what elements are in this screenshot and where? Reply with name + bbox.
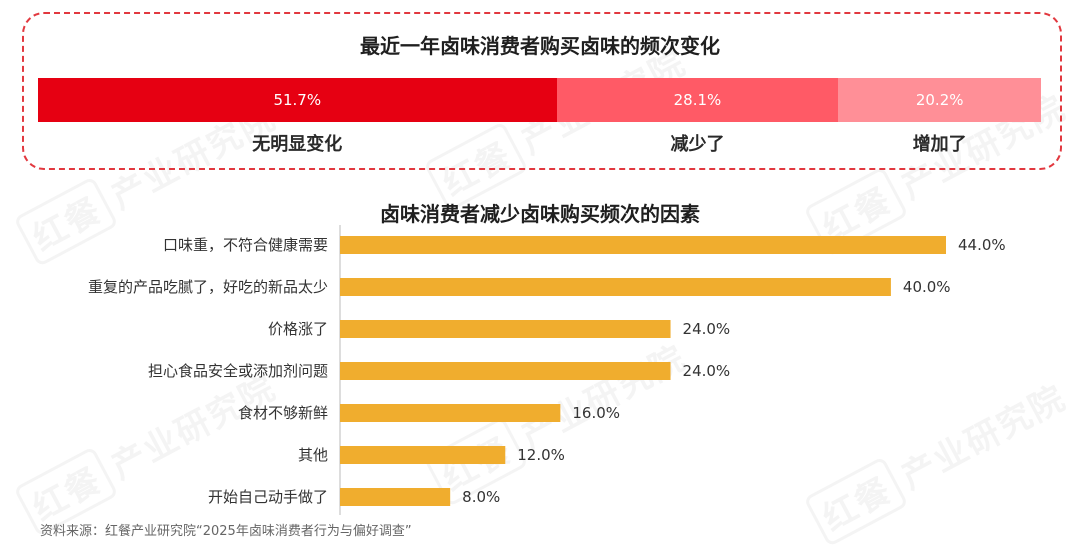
- bar: [340, 320, 671, 338]
- category-label: 其他: [298, 446, 328, 464]
- stacked-segment: 28.1%: [556, 78, 839, 122]
- category-label: 口味重，不符合健康需要: [163, 236, 328, 254]
- stacked-category-label: 增加了: [912, 134, 967, 155]
- stacked-segment: 51.7%: [38, 78, 557, 122]
- top-chart-frame: [22, 12, 1062, 170]
- value-label: 8.0%: [462, 488, 500, 506]
- value-label: 24.0%: [683, 320, 731, 338]
- stacked-segment: 20.2%: [838, 78, 1041, 122]
- value-label: 16.0%: [572, 404, 620, 422]
- stacked-category-label: 无明显变化: [252, 134, 343, 155]
- value-label: 12.0%: [517, 446, 565, 464]
- bar: [340, 236, 946, 254]
- category-label: 开始自己动手做了: [208, 488, 328, 506]
- bar: [340, 404, 561, 422]
- bar: [340, 362, 671, 380]
- chart-title-frequency: 最近一年卤味消费者购买卤味的频次变化: [360, 34, 720, 58]
- stacked-bar: 51.7% 28.1% 20.2%: [38, 78, 1041, 122]
- factors-bar-chart: 口味重，不符合健康需要 44.0% 重复的产品吃腻了，好吃的新品太少 40.0% 价格涨…: [88, 225, 1006, 515]
- category-label: 担心食品安全或添加剂问题: [148, 362, 328, 380]
- bar: [340, 278, 891, 296]
- category-label: 重复的产品吃腻了，好吃的新品太少: [88, 278, 328, 296]
- value-label: 24.0%: [683, 362, 731, 380]
- bar: [340, 446, 506, 464]
- value-label: 40.0%: [903, 278, 951, 296]
- value-label: 44.0%: [958, 236, 1006, 254]
- source-note: 资料来源：红餐产业研究院“2025年卤味消费者行为与偏好调查”: [40, 524, 412, 539]
- chart-title-factors: 卤味消费者减少卤味购买频次的因素: [380, 202, 700, 226]
- stacked-category-label: 减少了: [670, 134, 725, 155]
- category-label: 价格涨了: [268, 320, 328, 338]
- bar: [340, 488, 451, 506]
- category-label: 食材不够新鲜: [238, 404, 328, 422]
